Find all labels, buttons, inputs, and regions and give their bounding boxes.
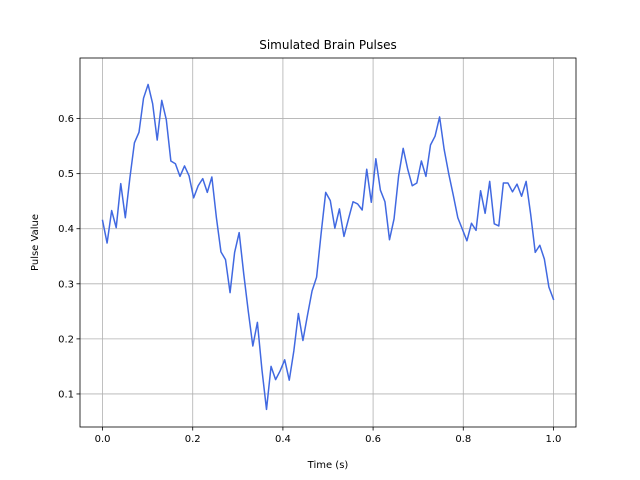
y-axis-ticks: 0.1 0.2 0.3 0.4 0.5 0.6 <box>58 114 80 400</box>
x-axis-ticks: 0.0 0.2 0.4 0.6 0.8 1.0 <box>95 427 562 445</box>
x-tick-label: 0.4 <box>275 434 291 445</box>
x-tick-label: 1.0 <box>546 434 562 445</box>
y-axis-label: Pulse Value <box>30 214 41 271</box>
series-layer <box>101 83 555 411</box>
plot-frame <box>79 57 577 428</box>
chart-title: Simulated Brain Pulses <box>259 38 397 52</box>
y-tick-label: 0.3 <box>58 279 74 290</box>
y-tick-label: 0.4 <box>58 224 74 235</box>
y-tick-label: 0.2 <box>58 334 74 345</box>
x-tick-label: 0.8 <box>455 434 471 445</box>
y-tick-label: 0.5 <box>58 169 74 180</box>
y-tick-label: 0.6 <box>58 114 74 125</box>
x-tick-label: 0.6 <box>365 434 381 445</box>
x-tick-label: 0.2 <box>185 434 201 445</box>
y-tick-label: 0.1 <box>58 389 74 400</box>
x-axis-label: Time (s) <box>307 460 349 471</box>
x-tick-label: 0.0 <box>95 434 111 445</box>
grid <box>80 58 576 427</box>
series-line <box>101 83 555 411</box>
